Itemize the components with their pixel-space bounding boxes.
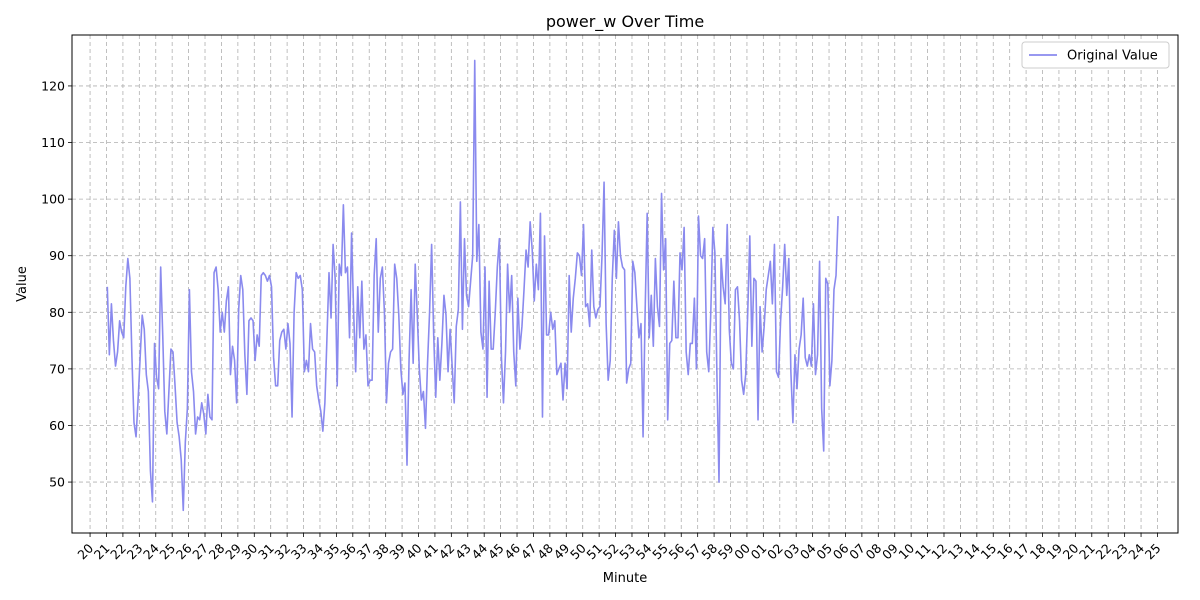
y-tick-label: 120 [41, 78, 65, 93]
legend-box [1021, 41, 1170, 69]
chart-title: power_w Over Time [546, 12, 704, 32]
x-axis-label: Minute [603, 571, 647, 586]
y-axis-label: Value [15, 266, 30, 302]
y-tick-label: 70 [49, 361, 65, 376]
plot-area-frame [71, 34, 1179, 534]
legend-label: Original Value [1067, 49, 1158, 64]
series-line [106, 59, 839, 512]
x-tick-label: 25 [1142, 541, 1164, 563]
y-tick-label: 90 [49, 248, 65, 263]
y-tick-label: 50 [49, 475, 65, 490]
y-tick-label: 100 [41, 192, 65, 207]
legend: Original Value [1021, 41, 1170, 69]
grid-layer [72, 35, 1178, 533]
y-tick-label: 60 [49, 418, 65, 433]
y-tick-label: 80 [49, 305, 65, 320]
y-tick-label: 110 [41, 135, 65, 150]
series-layer [106, 59, 839, 512]
tick-layer: 5060708090100110120202122232425262728293… [41, 78, 1163, 562]
